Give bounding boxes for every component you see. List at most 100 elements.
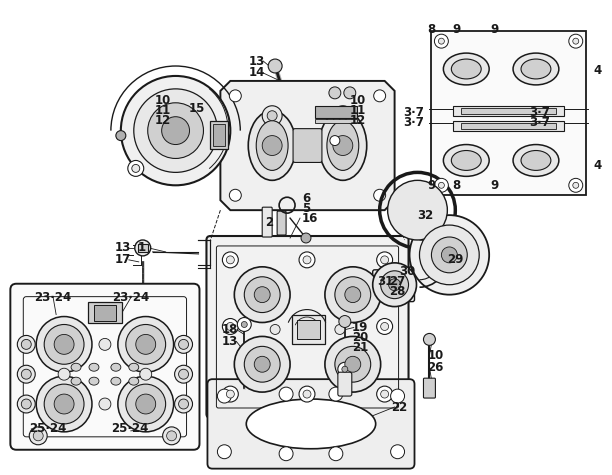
Text: 8: 8 [427, 23, 436, 36]
Circle shape [245, 290, 255, 300]
FancyBboxPatch shape [293, 129, 322, 162]
Circle shape [381, 390, 389, 398]
Text: 12: 12 [350, 114, 366, 127]
Text: 27: 27 [390, 275, 406, 288]
Text: 3·7: 3·7 [403, 106, 425, 119]
Circle shape [36, 376, 92, 432]
Circle shape [99, 398, 111, 410]
Circle shape [44, 324, 84, 364]
Text: 2: 2 [265, 216, 274, 228]
Circle shape [21, 340, 31, 349]
Text: 10: 10 [427, 349, 444, 362]
Ellipse shape [129, 363, 139, 371]
Ellipse shape [89, 363, 99, 371]
Text: 17: 17 [114, 253, 131, 266]
Circle shape [226, 390, 234, 398]
Ellipse shape [521, 59, 551, 79]
Circle shape [325, 267, 381, 323]
Circle shape [270, 324, 280, 334]
Text: 29: 29 [447, 253, 464, 266]
Circle shape [244, 346, 280, 382]
Text: 13: 13 [249, 55, 265, 67]
Circle shape [126, 324, 166, 364]
Circle shape [569, 178, 583, 192]
Circle shape [374, 90, 386, 102]
Text: 9: 9 [452, 23, 460, 36]
Circle shape [333, 106, 353, 126]
Ellipse shape [443, 53, 489, 85]
Ellipse shape [327, 121, 359, 171]
Bar [214, 124, 225, 145]
Circle shape [174, 395, 193, 413]
Circle shape [116, 131, 126, 141]
Circle shape [245, 359, 255, 369]
Text: 20: 20 [352, 331, 368, 344]
Circle shape [299, 386, 315, 402]
Bar [292, 314, 325, 344]
Ellipse shape [246, 399, 376, 449]
Circle shape [342, 366, 348, 372]
Circle shape [134, 89, 217, 172]
Circle shape [179, 340, 188, 349]
Text: 16: 16 [302, 212, 318, 225]
Circle shape [381, 323, 389, 331]
Circle shape [303, 256, 311, 264]
Circle shape [174, 365, 193, 383]
Text: 32: 32 [417, 209, 434, 222]
Circle shape [222, 386, 238, 402]
Text: 23·24: 23·24 [34, 291, 72, 304]
Circle shape [241, 322, 247, 327]
Text: 18: 18 [222, 323, 238, 336]
Circle shape [438, 38, 444, 44]
Circle shape [179, 369, 188, 379]
Text: 30: 30 [400, 266, 416, 278]
Circle shape [345, 287, 360, 303]
Text: 11: 11 [350, 104, 366, 117]
Ellipse shape [89, 377, 99, 385]
Ellipse shape [521, 151, 551, 171]
Circle shape [136, 334, 155, 354]
Bar [431, 31, 586, 195]
Text: 9: 9 [490, 179, 498, 192]
Circle shape [226, 323, 234, 331]
Circle shape [376, 252, 393, 268]
FancyBboxPatch shape [338, 372, 352, 396]
Circle shape [360, 290, 370, 300]
Circle shape [435, 178, 449, 192]
Text: 8: 8 [452, 179, 460, 192]
Circle shape [390, 445, 405, 459]
Circle shape [54, 334, 74, 354]
Circle shape [254, 356, 270, 372]
Circle shape [140, 368, 152, 380]
Circle shape [381, 271, 409, 299]
Circle shape [262, 135, 282, 155]
Circle shape [344, 87, 356, 99]
Text: 28: 28 [390, 285, 406, 298]
Text: 9: 9 [427, 179, 436, 192]
Circle shape [360, 359, 370, 369]
Ellipse shape [443, 144, 489, 176]
Circle shape [33, 431, 43, 441]
Circle shape [132, 164, 140, 172]
Bar [88, 302, 122, 323]
Text: 9: 9 [490, 23, 498, 36]
FancyBboxPatch shape [373, 270, 414, 302]
Text: 23·24: 23·24 [112, 291, 149, 304]
Circle shape [21, 369, 31, 379]
FancyBboxPatch shape [424, 378, 435, 398]
Circle shape [267, 111, 277, 121]
Circle shape [36, 316, 92, 372]
FancyBboxPatch shape [10, 284, 200, 450]
Ellipse shape [248, 111, 296, 180]
Ellipse shape [513, 144, 559, 176]
Text: 22: 22 [392, 400, 408, 414]
Text: 1: 1 [138, 241, 146, 255]
Circle shape [226, 256, 234, 264]
Circle shape [29, 427, 47, 445]
Circle shape [329, 87, 341, 99]
Text: 6: 6 [302, 192, 310, 205]
Circle shape [17, 335, 35, 353]
Text: 13: 13 [114, 241, 131, 255]
Text: 21: 21 [352, 341, 368, 354]
Circle shape [222, 319, 238, 334]
